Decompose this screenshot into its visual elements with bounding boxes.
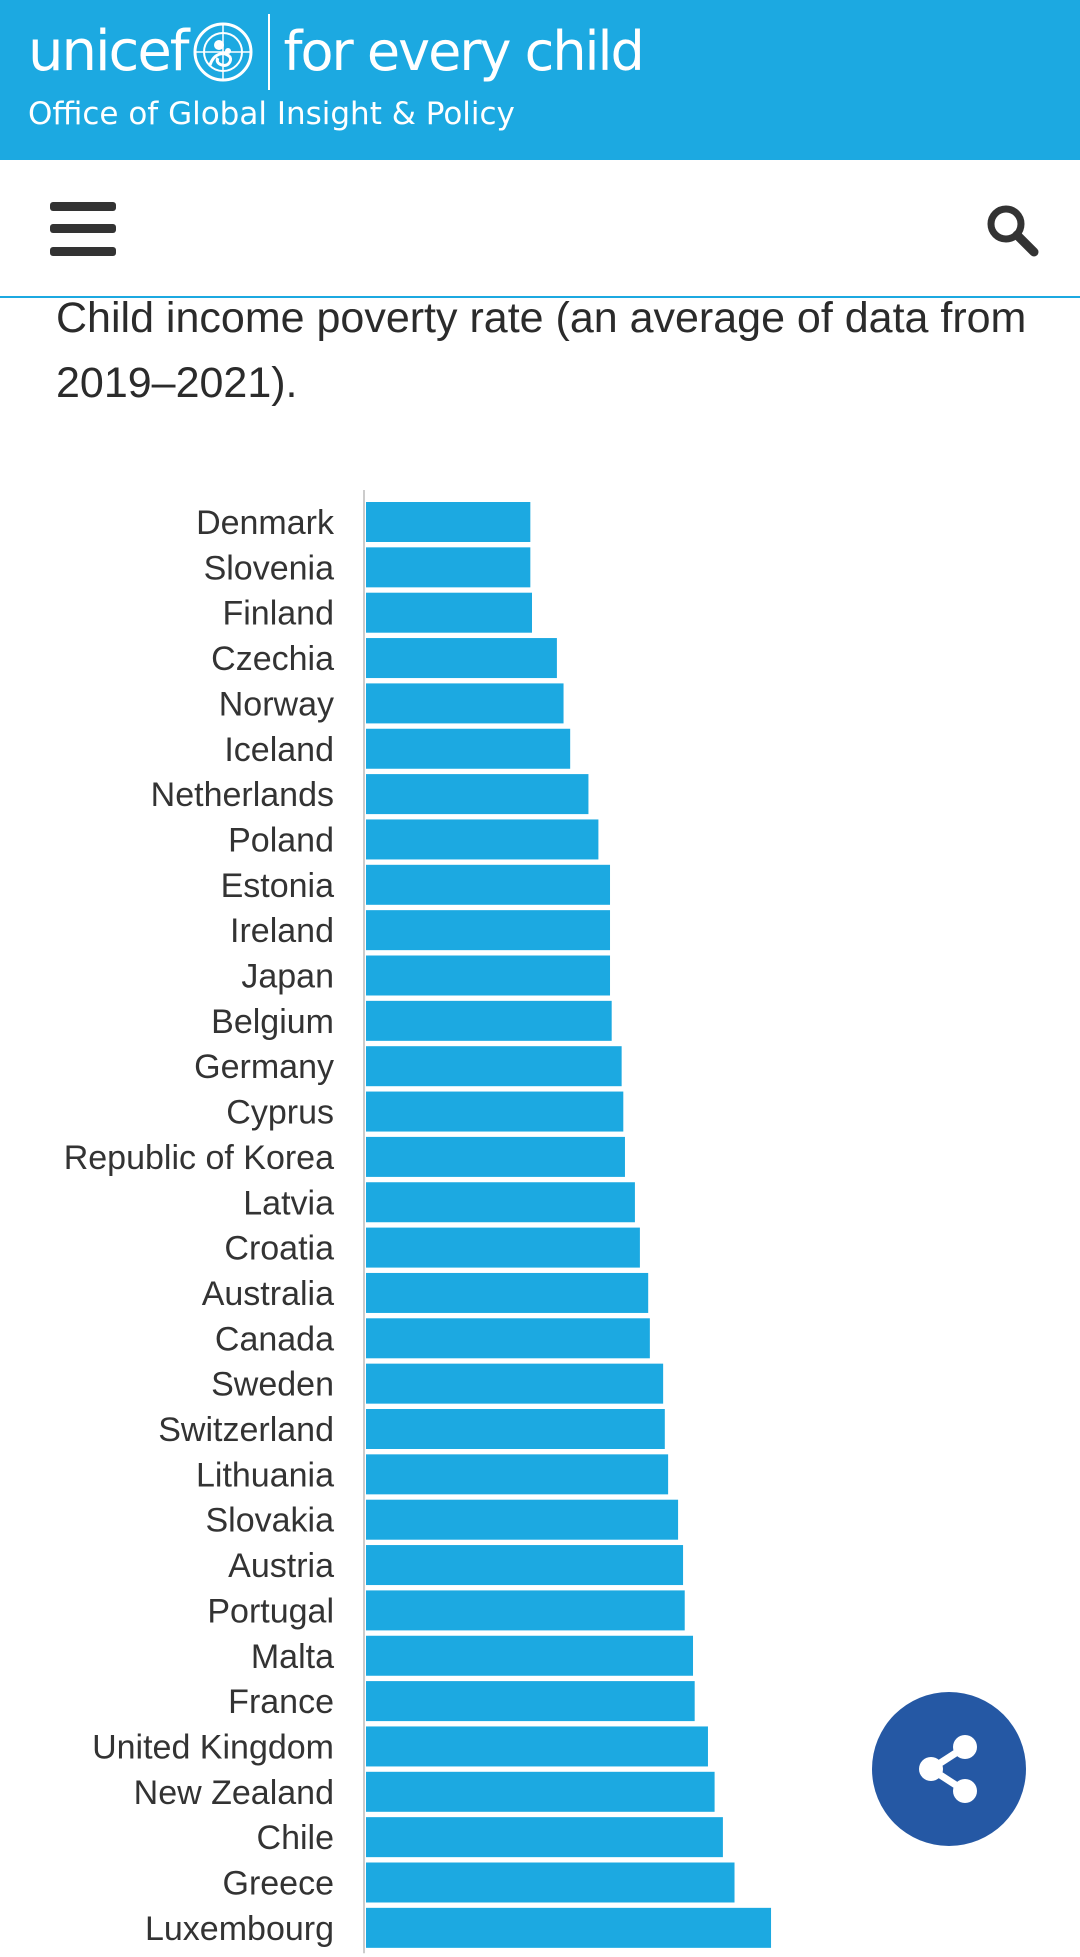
category-label: Switzerland xyxy=(158,1411,334,1449)
bar-switzerland[interactable] xyxy=(366,1409,665,1449)
category-label: Canada xyxy=(215,1320,334,1358)
bar-canada[interactable] xyxy=(366,1318,650,1359)
bar-slovakia[interactable] xyxy=(366,1499,679,1540)
category-label: Slovakia xyxy=(205,1502,334,1540)
category-label: Greece xyxy=(223,1865,335,1903)
bar-chart-svg: Denmark Slovenia Finland Czechia Norway Icela… xyxy=(64,490,772,1954)
category-label: Cyprus xyxy=(226,1094,334,1132)
category-label: Luxembourg xyxy=(145,1910,334,1948)
category-label: Portugal xyxy=(207,1592,334,1630)
category-label: Estonia xyxy=(221,867,334,905)
category-label: Denmark xyxy=(196,504,335,542)
chart-caption: Child income poverty rate (an average of… xyxy=(56,294,1027,407)
bar-australia[interactable] xyxy=(366,1272,649,1313)
bar-denmark[interactable] xyxy=(366,502,531,542)
category-label: Sweden xyxy=(211,1366,334,1404)
search-icon[interactable] xyxy=(984,202,1040,258)
bar-greece[interactable] xyxy=(366,1862,735,1903)
category-label: New Zealand xyxy=(134,1774,334,1812)
brand-name[interactable]: unicef xyxy=(28,19,189,84)
bar-germany[interactable] xyxy=(366,1046,622,1087)
category-label: France xyxy=(228,1683,334,1721)
category-label: Slovenia xyxy=(204,549,335,587)
brand-header: unicef for every child Office of Global … xyxy=(0,0,1080,160)
bar-united-kingdom[interactable] xyxy=(366,1726,708,1767)
category-label: Iceland xyxy=(224,731,334,769)
category-label: Chile xyxy=(257,1819,334,1857)
bar-belgium[interactable] xyxy=(366,1000,612,1041)
bar-france[interactable] xyxy=(366,1681,695,1722)
category-label: Belgium xyxy=(211,1003,334,1041)
category-label: Republic of Korea xyxy=(64,1139,334,1177)
share-button[interactable] xyxy=(872,1692,1026,1846)
share-icon xyxy=(919,1735,977,1803)
category-label: Poland xyxy=(228,821,334,859)
bar-luxembourg[interactable] xyxy=(366,1907,772,1948)
category-label: Japan xyxy=(241,958,334,996)
bar-portugal[interactable] xyxy=(366,1590,685,1631)
bar-austria[interactable] xyxy=(366,1545,684,1586)
bar-republic-of-korea[interactable] xyxy=(366,1136,625,1177)
bar-finland[interactable] xyxy=(366,592,532,633)
category-label: Croatia xyxy=(224,1230,334,1268)
category-label: Lithuania xyxy=(196,1456,334,1494)
bar-japan[interactable] xyxy=(366,955,611,996)
bar-estonia[interactable] xyxy=(366,864,611,905)
bar-latvia[interactable] xyxy=(366,1182,635,1223)
hamburger-menu-icon[interactable] xyxy=(50,202,116,256)
bar-lithuania[interactable] xyxy=(366,1454,669,1495)
bar-croatia[interactable] xyxy=(366,1227,640,1268)
category-label: Czechia xyxy=(211,640,334,678)
category-label: Netherlands xyxy=(151,776,334,814)
bar-netherlands[interactable] xyxy=(366,774,589,815)
bar-chile[interactable] xyxy=(366,1817,723,1858)
category-label: Finland xyxy=(222,595,334,633)
category-label: Norway xyxy=(219,685,334,723)
bar-czechia[interactable] xyxy=(366,638,557,679)
bar-sweden[interactable] xyxy=(366,1363,664,1404)
unicef-emblem-icon xyxy=(193,22,252,82)
bar-norway[interactable] xyxy=(366,683,564,724)
bar-iceland[interactable] xyxy=(366,728,571,769)
nav-bar xyxy=(0,160,1080,298)
bar-new-zealand[interactable] xyxy=(366,1771,715,1812)
bar-malta[interactable] xyxy=(366,1635,694,1676)
category-label: Germany xyxy=(194,1048,334,1086)
brand-divider xyxy=(267,14,270,90)
bar-cyprus[interactable] xyxy=(366,1091,624,1132)
category-label: Austria xyxy=(228,1547,334,1585)
brand-tagline: for every child xyxy=(283,20,645,83)
category-label: Australia xyxy=(202,1275,334,1313)
bar-poland[interactable] xyxy=(366,819,599,860)
bar-slovenia[interactable] xyxy=(366,547,531,588)
office-name[interactable]: Office of Global Insight & Policy xyxy=(28,96,515,132)
category-label: Malta xyxy=(251,1638,334,1676)
bar-ireland[interactable] xyxy=(366,910,611,951)
category-label: Latvia xyxy=(243,1184,334,1222)
category-label: United Kingdom xyxy=(92,1728,334,1766)
brand-row: unicef for every child xyxy=(28,14,645,90)
bar-chart: Denmark Slovenia Finland Czechia Norway Icela… xyxy=(0,490,1080,1957)
category-label: Ireland xyxy=(230,912,334,950)
